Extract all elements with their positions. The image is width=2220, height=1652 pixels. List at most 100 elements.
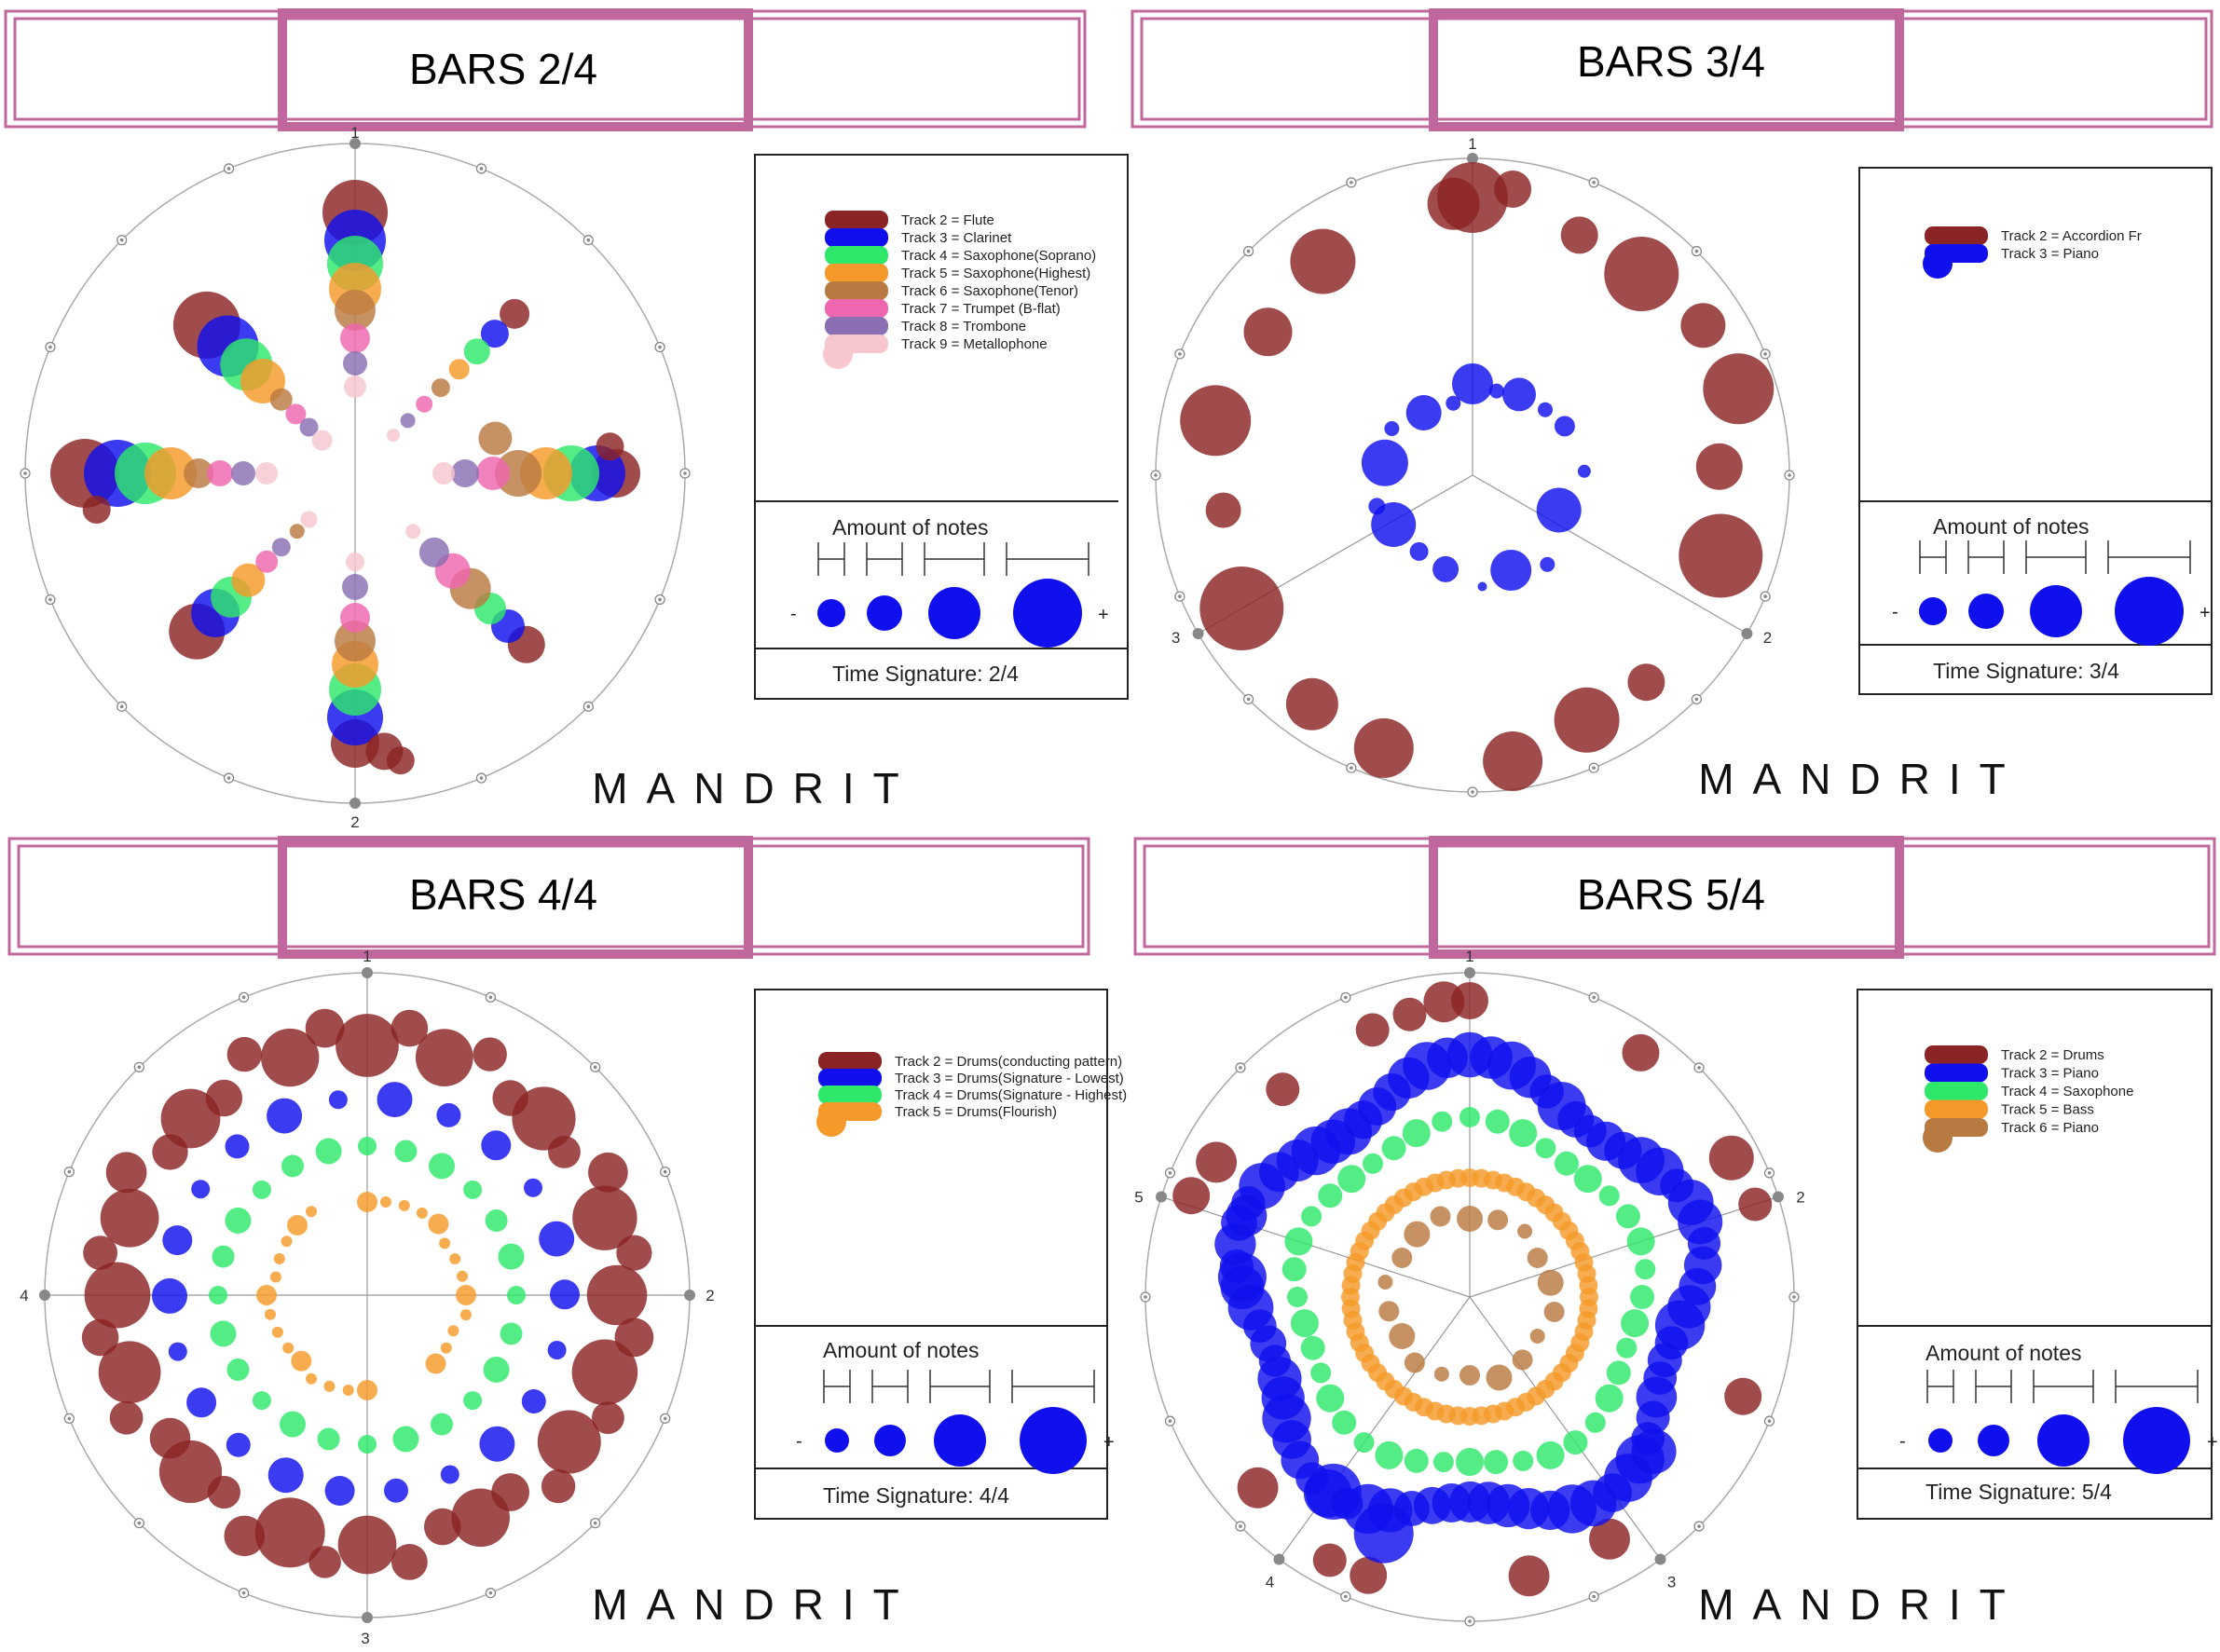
note-dot bbox=[184, 458, 213, 488]
beat-marker bbox=[1464, 967, 1475, 978]
brand-mark: MANDRIT bbox=[592, 764, 918, 812]
note-dot bbox=[1392, 997, 1427, 1031]
note-dot bbox=[191, 1180, 211, 1199]
amount-of-notes-label: Amount of notes bbox=[832, 515, 989, 539]
beat-marker bbox=[362, 1612, 373, 1623]
note-dot bbox=[1606, 1360, 1631, 1386]
note-dot bbox=[280, 1411, 306, 1438]
note-dot bbox=[456, 1285, 476, 1305]
amount-scale: - + bbox=[796, 1370, 1115, 1474]
note-dot bbox=[425, 1353, 446, 1374]
note-dot bbox=[1635, 1259, 1656, 1280]
tick-center bbox=[48, 597, 52, 602]
note-dot bbox=[1452, 363, 1493, 404]
note-dot bbox=[386, 746, 415, 775]
note-dot bbox=[432, 462, 455, 485]
note-dot bbox=[1391, 1248, 1413, 1268]
note-dot bbox=[1577, 464, 1591, 478]
note-dot bbox=[1353, 717, 1414, 778]
note-dot bbox=[231, 563, 266, 597]
note-dot bbox=[343, 351, 367, 375]
note-dot bbox=[82, 496, 111, 524]
note-dot bbox=[1459, 1107, 1480, 1127]
note-dot bbox=[1703, 353, 1775, 425]
note-dot bbox=[1512, 1349, 1533, 1371]
note-dot bbox=[1621, 1309, 1650, 1338]
note-dot bbox=[287, 1215, 308, 1236]
note-dot bbox=[1446, 395, 1461, 411]
note-dot bbox=[480, 320, 509, 348]
tick-center bbox=[1344, 1594, 1348, 1599]
track-legend: Track 2 = Accordion Fr Track 3 = Piano bbox=[1923, 226, 2142, 279]
legend-entry: Track 2 = Accordion Fr bbox=[2001, 228, 2142, 244]
scale-circle bbox=[2123, 1407, 2190, 1474]
note-dot bbox=[186, 1387, 217, 1418]
note-dot bbox=[1433, 1366, 1449, 1382]
brand-mark: MANDRIT bbox=[1698, 755, 2024, 803]
note-dot bbox=[1540, 556, 1555, 572]
legend-entry: Track 3 = Piano bbox=[2001, 246, 2099, 262]
note-dot bbox=[1381, 1136, 1406, 1161]
note-dot bbox=[1310, 1362, 1332, 1384]
note-dot bbox=[358, 1137, 377, 1155]
scale-minus: - bbox=[790, 604, 797, 624]
polar-plot: 1 2 3 4 bbox=[20, 948, 714, 1647]
note-dot bbox=[1404, 1221, 1431, 1248]
note-dot bbox=[1627, 663, 1665, 702]
polar-plot: 1 2 3 4 5 bbox=[1134, 948, 1805, 1627]
time-signature: Time Signature: 3/4 bbox=[1933, 659, 2119, 683]
note-dot bbox=[224, 1515, 266, 1557]
legend-entry: Track 3 = Drums(Signature - Lowest) bbox=[895, 1071, 1124, 1086]
beat-marker bbox=[1772, 1191, 1784, 1203]
polar-plot: 1 2 3 bbox=[1150, 135, 1795, 798]
legend-entry: Track 8 = Trombone bbox=[901, 319, 1026, 334]
note-dot bbox=[1680, 303, 1726, 348]
legend-box: Track 2 = Accordion Fr Track 3 = Piano Am… bbox=[1858, 167, 2213, 695]
note-dot bbox=[144, 447, 197, 499]
note-dot bbox=[416, 395, 433, 413]
note-dot bbox=[1529, 1329, 1545, 1344]
legend-box: Track 2 = Flute Track 3 = Clarinet Track 4… bbox=[754, 154, 1129, 700]
legend-swatch bbox=[1925, 1082, 1988, 1100]
note-dot bbox=[342, 574, 368, 600]
note-dot bbox=[1560, 216, 1598, 254]
tick-center bbox=[1154, 473, 1158, 477]
note-dot bbox=[281, 1154, 304, 1178]
note-dot bbox=[500, 298, 530, 329]
note-dot bbox=[315, 1138, 342, 1165]
legend-entry: Track 7 = Trumpet (B-flat) bbox=[901, 301, 1061, 317]
note-dot bbox=[84, 1262, 151, 1329]
note-dot bbox=[1513, 1450, 1534, 1471]
beat-label: 1 bbox=[363, 948, 371, 965]
note-dot bbox=[317, 1427, 340, 1451]
legend-swatch bbox=[825, 246, 888, 265]
note-dot bbox=[209, 1286, 227, 1304]
scale-circle bbox=[817, 599, 845, 627]
note-dot bbox=[377, 1082, 413, 1118]
tick-center bbox=[1792, 1295, 1796, 1299]
note-dot bbox=[105, 1152, 147, 1194]
note-dot bbox=[418, 537, 449, 567]
panel-title: BARS 4/4 bbox=[409, 870, 597, 919]
tick-center bbox=[1344, 995, 1348, 1000]
note-dot bbox=[1554, 416, 1575, 437]
note-dot bbox=[481, 1130, 512, 1161]
note-dot bbox=[1555, 1151, 1579, 1176]
note-dot bbox=[1371, 502, 1417, 547]
legend-entry: Track 5 = Drums(Flourish) bbox=[895, 1104, 1057, 1120]
tick-center bbox=[1763, 594, 1767, 598]
legend-entry: Track 3 = Clarinet bbox=[901, 230, 1012, 246]
note-dot bbox=[225, 1134, 250, 1159]
panel-title: BARS 3/4 bbox=[1577, 37, 1765, 86]
legend-swatch bbox=[825, 299, 888, 318]
tick-center bbox=[593, 1065, 597, 1070]
note-dot bbox=[1217, 1252, 1267, 1302]
title-banner: BARS 3/4 bbox=[1131, 8, 2213, 131]
note-dot bbox=[81, 1318, 119, 1357]
note-dot bbox=[500, 1322, 523, 1345]
tick-center bbox=[1144, 1295, 1147, 1299]
scale-circle bbox=[1968, 594, 2004, 629]
scale-plus: + bbox=[1103, 1432, 1115, 1453]
note-dot bbox=[291, 1350, 312, 1372]
note-dot bbox=[387, 429, 400, 442]
